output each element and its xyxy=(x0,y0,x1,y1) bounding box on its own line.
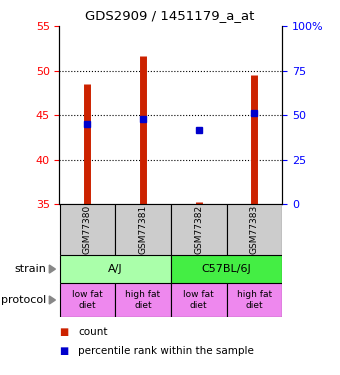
Text: percentile rank within the sample: percentile rank within the sample xyxy=(78,346,254,355)
Text: low fat
diet: low fat diet xyxy=(183,290,214,310)
Text: protocol: protocol xyxy=(1,295,46,305)
Text: low fat
diet: low fat diet xyxy=(72,290,103,310)
Text: GDS2909 / 1451179_a_at: GDS2909 / 1451179_a_at xyxy=(85,9,255,22)
Text: GSM77382: GSM77382 xyxy=(194,205,203,254)
Text: A/J: A/J xyxy=(108,264,122,274)
Text: count: count xyxy=(78,327,108,337)
Bar xyxy=(171,283,226,317)
Text: high fat
diet: high fat diet xyxy=(125,290,160,310)
Text: high fat
diet: high fat diet xyxy=(237,290,272,310)
Bar xyxy=(226,204,282,255)
Text: ■: ■ xyxy=(59,327,69,337)
Text: GSM77381: GSM77381 xyxy=(138,205,148,254)
Bar xyxy=(171,204,226,255)
Bar xyxy=(59,283,115,317)
Bar xyxy=(115,204,171,255)
Bar xyxy=(226,283,282,317)
Bar xyxy=(59,255,171,283)
Polygon shape xyxy=(49,265,55,273)
Text: C57BL/6J: C57BL/6J xyxy=(202,264,251,274)
Text: ■: ■ xyxy=(59,346,69,355)
Bar xyxy=(171,255,282,283)
Text: GSM77380: GSM77380 xyxy=(83,205,92,254)
Bar xyxy=(59,204,115,255)
Text: strain: strain xyxy=(14,264,46,274)
Bar xyxy=(115,283,171,317)
Text: GSM77383: GSM77383 xyxy=(250,205,259,254)
Polygon shape xyxy=(49,296,55,304)
